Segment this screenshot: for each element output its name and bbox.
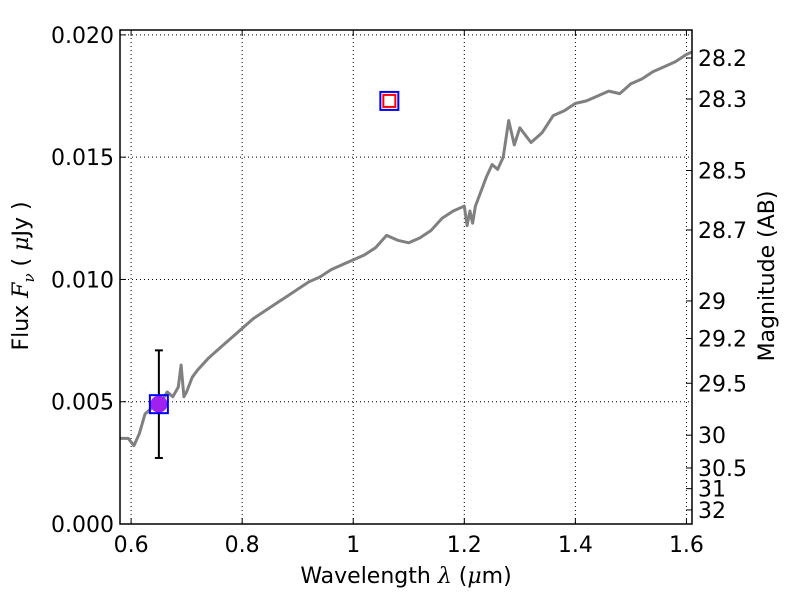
y-axis-title: Flux Fν ( μJy ) (9, 201, 38, 350)
right-tick-label: 31 (698, 478, 726, 503)
y-tick-label: 0.010 (51, 268, 114, 293)
y-tick-label: 0.015 (51, 146, 114, 171)
plot-frame (119, 29, 693, 525)
right-tick-label: 29 (698, 290, 726, 315)
x-tick-label: 1.4 (558, 533, 593, 558)
y-tick-label: 0.020 (51, 24, 114, 49)
data-point-circle (150, 395, 168, 413)
x-tick-label: 0.8 (225, 533, 260, 558)
right-tick-label: 28.7 (698, 219, 747, 244)
data-point-square (148, 394, 169, 415)
x-tick-label: 1.2 (447, 533, 482, 558)
grid-lines (120, 30, 692, 525)
axis-ticks: 0.6 0.8 1 1.2 1.4 1.6 0.000 0.005 0.010 0.015 0.02… (51, 24, 747, 558)
data-point-square (379, 90, 400, 111)
right-tick-label: 29.2 (698, 327, 747, 352)
right-tick-label: 28.5 (698, 159, 747, 184)
right-axis-title: Magnitude (AB) (755, 191, 780, 362)
right-tick-label: 28.3 (698, 88, 747, 113)
x-tick-label: 1 (346, 533, 360, 558)
right-tick-label: 30 (698, 424, 726, 449)
x-axis-title: Wavelength λ (μm) (300, 564, 511, 589)
y-tick-label: 0.000 (51, 513, 114, 538)
x-tick-label: 1.6 (669, 533, 704, 558)
data-point-square (382, 93, 397, 108)
x-tick-label: 0.6 (114, 533, 149, 558)
y-tick-label: 0.005 (51, 391, 114, 416)
spectrum-line (120, 50, 693, 448)
right-tick-label: 28.2 (698, 47, 747, 72)
right-tick-label: 32 (698, 499, 726, 524)
right-tick-label: 29.5 (698, 372, 747, 397)
right-tick-label: 30.5 (698, 457, 747, 482)
plot-series (120, 50, 693, 459)
